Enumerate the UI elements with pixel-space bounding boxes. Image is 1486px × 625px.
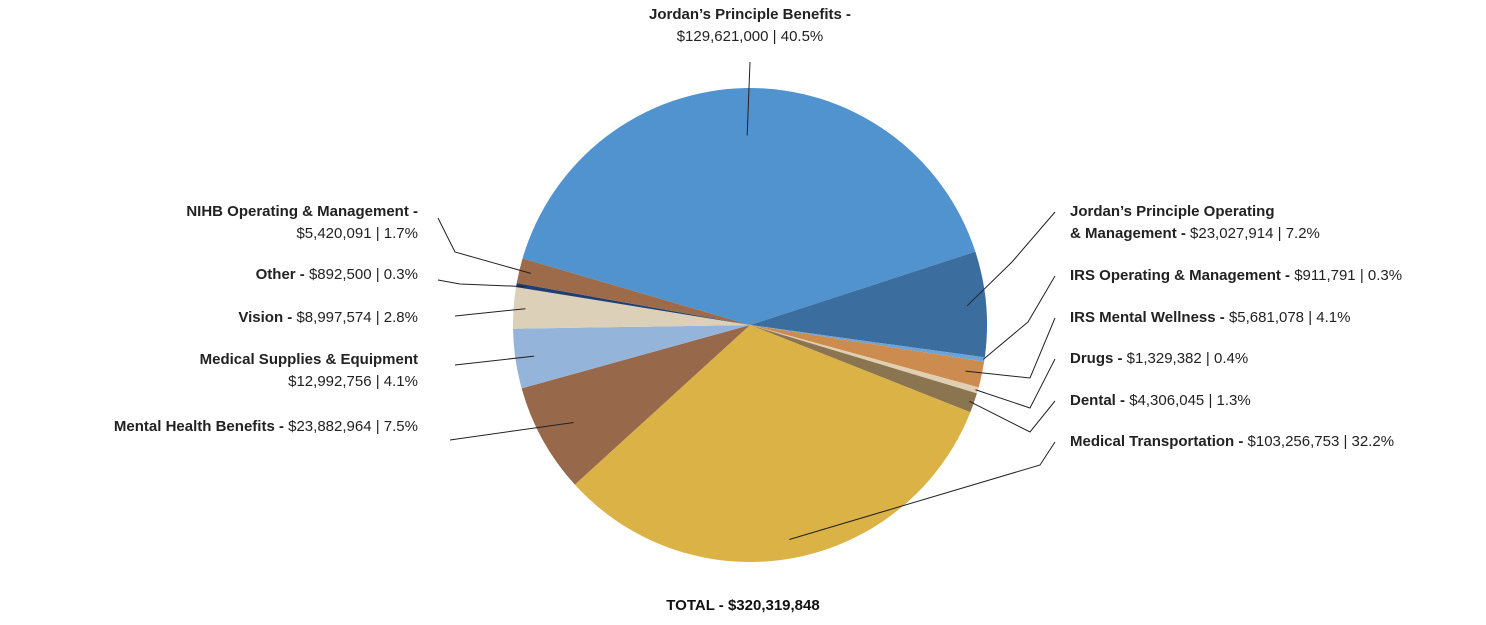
value-label: $892,500 bbox=[308, 266, 372, 283]
category-name: IRS Operating & Management - bbox=[1070, 267, 1291, 284]
separator: | bbox=[1277, 225, 1282, 242]
category-name: IRS Mental Wellness - bbox=[1070, 309, 1225, 326]
leader-line bbox=[746, 61, 751, 136]
leader-line bbox=[966, 211, 1056, 307]
leader-line bbox=[437, 279, 526, 288]
category-name: Drugs - bbox=[1070, 350, 1123, 367]
value-label: $8,997,574 bbox=[296, 309, 372, 326]
category-name: NIHB Operating & Management - bbox=[186, 203, 418, 220]
total-label: TOTAL - $320,319,848 bbox=[666, 597, 820, 614]
percent-label: 1.3% bbox=[1216, 392, 1251, 409]
percent-label: 4.1% bbox=[383, 373, 418, 390]
value-label: $129,621,000 bbox=[676, 28, 769, 45]
pie-slice bbox=[516, 258, 750, 325]
pie-slice bbox=[513, 287, 750, 329]
slice-label: Drugs - $1,329,382 | 0.4% bbox=[1070, 348, 1248, 370]
separator: | bbox=[375, 225, 380, 242]
pie-slice bbox=[750, 325, 985, 362]
slice-label: Jordan’s Principle Operating & Managemen… bbox=[1070, 201, 1320, 245]
pie-slice bbox=[574, 325, 971, 562]
leader-line bbox=[975, 358, 1056, 409]
pie-slice bbox=[521, 325, 750, 485]
pie-slice bbox=[750, 325, 985, 388]
separator: | bbox=[1308, 309, 1313, 326]
slice-label: Dental - $4,306,045 | 1.3% bbox=[1070, 390, 1251, 412]
slice-label: IRS Mental Wellness - $5,681,078 | 4.1% bbox=[1070, 307, 1350, 329]
separator: | bbox=[772, 28, 777, 45]
value-label: $23,882,964 bbox=[288, 418, 372, 435]
separator: | bbox=[1359, 267, 1364, 284]
value-label: $5,681,078 bbox=[1228, 309, 1305, 326]
category-name: Jordan’s Principle Operating & Managemen… bbox=[1070, 203, 1275, 242]
separator: | bbox=[1205, 350, 1210, 367]
percent-label: 7.2% bbox=[1285, 225, 1320, 242]
value-label: $4,306,045 bbox=[1129, 392, 1205, 409]
pie-slice bbox=[522, 87, 976, 325]
value-label: $103,256,753 bbox=[1247, 433, 1340, 450]
separator: | bbox=[375, 418, 380, 435]
separator: | bbox=[375, 373, 380, 390]
slice-label: Medical Transportation - $103,256,753 | … bbox=[1070, 431, 1394, 453]
leader-line bbox=[454, 308, 526, 317]
pie-slice bbox=[750, 251, 987, 358]
pie-slice bbox=[750, 325, 977, 413]
percent-label: 0.4% bbox=[1214, 350, 1249, 367]
value-label: $12,992,756 bbox=[288, 373, 372, 390]
percent-label: 0.3% bbox=[1367, 267, 1403, 284]
slice-label: Mental Health Benefits - $23,882,964 | 7… bbox=[114, 416, 418, 438]
slice-label: IRS Operating & Management - $911,791 | … bbox=[1070, 265, 1402, 287]
separator: | bbox=[1208, 392, 1213, 409]
category-name: Other - bbox=[255, 266, 305, 283]
separator: | bbox=[1343, 433, 1348, 450]
leader-line bbox=[969, 400, 1056, 433]
leader-line bbox=[449, 421, 574, 441]
category-name: Medical Supplies & Equipment bbox=[199, 351, 418, 368]
percent-label: 4.1% bbox=[1316, 309, 1351, 326]
percent-label: 0.3% bbox=[383, 266, 418, 283]
slice-label: Vision - $8,997,574 | 2.8% bbox=[238, 307, 418, 329]
value-label: $23,027,914 bbox=[1190, 225, 1274, 242]
slice-label: Medical Supplies & Equipment $12,992,756 … bbox=[200, 349, 418, 393]
pie-slice bbox=[513, 325, 750, 389]
percent-label: 2.8% bbox=[383, 309, 418, 326]
pie-slice bbox=[750, 325, 979, 394]
pie-slice bbox=[516, 282, 750, 325]
category-name: Jordan’s Principle Benefits - bbox=[649, 6, 851, 23]
leader-line bbox=[789, 441, 1056, 540]
leader-line bbox=[965, 317, 1056, 379]
separator: | bbox=[375, 309, 380, 326]
value-label: $5,420,091 bbox=[296, 225, 372, 242]
slice-label: Jordan’s Principle Benefits - $129,621,00… bbox=[550, 4, 950, 48]
slice-label: Other - $892,500 | 0.3% bbox=[256, 264, 418, 286]
leader-line bbox=[982, 275, 1056, 360]
leader-line bbox=[437, 217, 531, 274]
slice-label: NIHB Operating & Management - $5,420,091 … bbox=[186, 201, 418, 245]
percent-label: 40.5% bbox=[780, 28, 824, 45]
percent-label: 32.2% bbox=[1351, 433, 1395, 450]
leader-line bbox=[454, 355, 535, 366]
separator: | bbox=[375, 266, 380, 283]
value-label: $1,329,382 bbox=[1126, 350, 1202, 367]
category-name: Mental Health Benefits - bbox=[113, 418, 284, 435]
value-label: $911,791 bbox=[1294, 267, 1356, 284]
percent-label: 1.7% bbox=[383, 225, 418, 242]
category-name: Dental - bbox=[1070, 392, 1126, 409]
percent-label: 7.5% bbox=[383, 418, 418, 435]
category-name: Vision - bbox=[238, 309, 293, 326]
category-name: Medical Transportation - bbox=[1070, 433, 1244, 450]
